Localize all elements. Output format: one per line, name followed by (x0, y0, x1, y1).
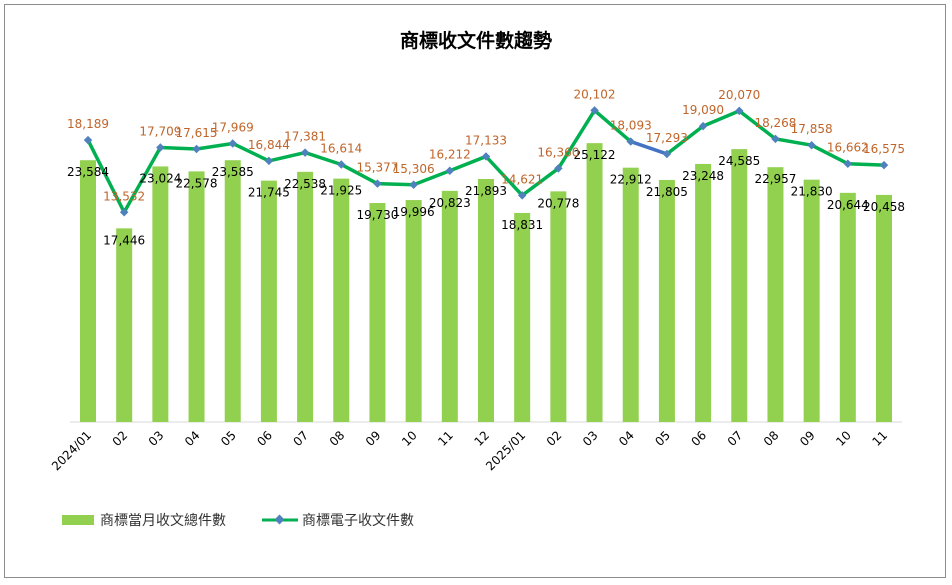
bar-11 (478, 179, 494, 422)
bar-data-label: 20,458 (863, 200, 905, 214)
legend-bar-swatch (62, 515, 94, 525)
bar-22 (876, 195, 892, 422)
line-marker-3 (192, 145, 200, 153)
line-data-label: 16,614 (320, 141, 362, 155)
line-data-label: 14,621 (501, 172, 543, 186)
bar-13 (550, 191, 566, 422)
bar-21 (840, 193, 856, 422)
line-data-label: 20,070 (718, 88, 760, 102)
line-data-label: 17,133 (465, 133, 507, 147)
x-tick-label: 07 (725, 428, 746, 449)
bar-data-label: 23,248 (682, 169, 724, 183)
bar-data-label: 20,778 (537, 196, 579, 210)
x-tick-label: 09 (797, 428, 818, 449)
x-tick-label: 03 (146, 428, 167, 449)
line-data-label: 17,858 (791, 122, 833, 136)
bar-data-label: 17,446 (103, 233, 145, 247)
x-tick-label: 03 (580, 428, 601, 449)
line-marker-22 (880, 161, 888, 169)
bar-9 (406, 200, 422, 422)
bar-data-label: 23,584 (67, 165, 109, 179)
line-data-label: 16,360 (537, 145, 579, 159)
bar-20 (804, 180, 820, 422)
bar-data-label: 24,585 (718, 154, 760, 168)
bar-8 (369, 203, 385, 422)
legend-line-label: 商標電子收文件數 (302, 510, 414, 530)
line-marker-6 (301, 148, 309, 156)
x-tick-label: 11 (435, 428, 456, 449)
bar-data-label: 21,830 (791, 185, 833, 199)
bar-5 (261, 181, 277, 422)
legend-item-bars: 商標當月收文總件數 (62, 510, 226, 530)
line-segment-3 (197, 143, 233, 148)
line-segment-19 (775, 139, 811, 145)
line-data-label: 15,306 (393, 162, 435, 176)
x-tick-label: 04 (182, 428, 203, 449)
line-segment-5 (269, 153, 305, 161)
line-data-label: 16,575 (863, 142, 905, 156)
bar-14 (587, 143, 603, 422)
bar-6 (297, 172, 313, 422)
x-tick-label: 02 (110, 428, 131, 449)
x-tick-label: 05 (218, 428, 239, 449)
x-tick-label: 02 (544, 428, 565, 449)
bar-2 (152, 166, 168, 422)
bar-15 (623, 168, 639, 422)
bar-data-label: 21,925 (320, 184, 362, 198)
bar-4 (225, 160, 241, 422)
x-tick-label: 07 (291, 428, 312, 449)
bar-10 (442, 191, 458, 422)
x-tick-label: 04 (616, 428, 637, 449)
line-data-label: 13,532 (103, 189, 145, 203)
bar-18 (731, 149, 747, 422)
bar-data-label: 23,585 (212, 165, 254, 179)
x-tick-label: 06 (254, 428, 275, 449)
line-segment-2 (160, 148, 196, 149)
x-tick-label: 11 (869, 428, 890, 449)
x-tick-label: 10 (399, 428, 420, 449)
line-data-label: 16,212 (429, 148, 471, 162)
x-tick-label: 10 (833, 428, 854, 449)
bar-data-label: 18,831 (501, 218, 543, 232)
bar-7 (333, 179, 349, 422)
bar-3 (189, 171, 205, 422)
line-segment-8 (377, 184, 413, 185)
legend-bar-label: 商標當月收文總件數 (100, 510, 226, 530)
line-segment-21 (848, 164, 884, 165)
line-data-label: 19,090 (682, 103, 724, 117)
x-tick-label: 06 (689, 428, 710, 449)
x-tick-label: 05 (652, 428, 673, 449)
bar-1 (116, 228, 132, 422)
bar-data-label: 21,805 (646, 185, 688, 199)
bar-16 (659, 180, 675, 422)
x-tick-label: 12 (471, 428, 492, 449)
x-tick-label: 08 (327, 428, 348, 449)
bar-19 (767, 167, 783, 422)
x-tick-label: 2024/01 (49, 428, 94, 473)
x-tick-label: 09 (363, 428, 384, 449)
legend-item-line: 商標電子收文件數 (262, 510, 414, 530)
bar-0 (80, 160, 96, 422)
bar-17 (695, 164, 711, 422)
line-data-label: 17,969 (212, 120, 254, 134)
line-data-label: 17,293 (646, 131, 688, 145)
line-data-label: 20,102 (574, 87, 616, 101)
bar-data-label: 25,122 (574, 148, 616, 162)
bar-12 (514, 213, 530, 422)
x-tick-label: 2025/01 (483, 428, 528, 473)
x-tick-label: 08 (761, 428, 782, 449)
legend-line-swatch (262, 514, 298, 526)
line-data-label: 18,189 (67, 117, 109, 131)
